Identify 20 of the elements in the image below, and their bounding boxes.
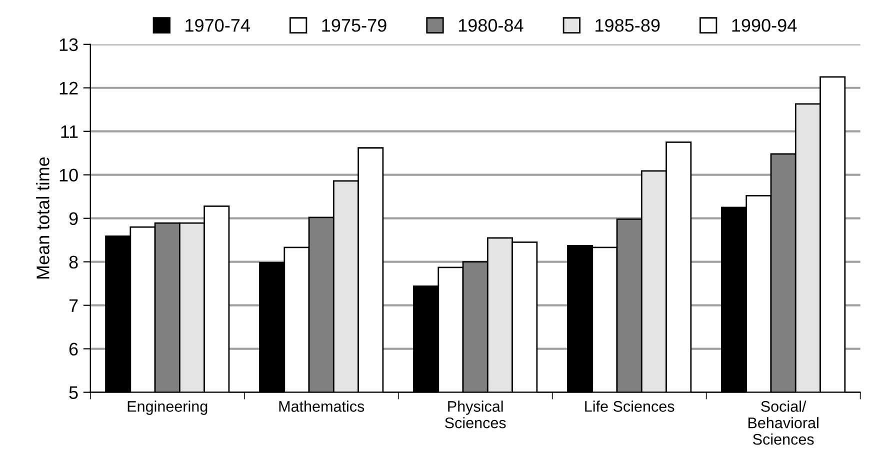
x-tick-label: Engineering xyxy=(128,400,208,415)
y-axis-title: Mean total time xyxy=(36,157,50,279)
y-tick-label: 8 xyxy=(69,256,78,269)
legend-label: 1990-94 xyxy=(732,18,797,32)
y-tick-label: 10 xyxy=(60,168,78,182)
legend-label: 1980-84 xyxy=(458,18,524,32)
y-tick-label: 12 xyxy=(60,82,78,94)
legend-label: 1985-89 xyxy=(596,18,660,32)
y-tick-label: 6 xyxy=(69,342,78,356)
legend-label: 1970-74 xyxy=(186,18,250,32)
x-tick-label: Life Sciences xyxy=(585,400,674,412)
y-tick-label: 11 xyxy=(61,125,78,138)
y-tick-label: 13 xyxy=(60,38,78,52)
x-tick-label: Social/ Behavioral Sciences xyxy=(748,400,818,445)
y-tick-label: 9 xyxy=(69,212,78,226)
x-tick-label: Mathematics xyxy=(279,400,364,412)
y-tick-label: 7 xyxy=(69,299,78,312)
y-tick-label: 5 xyxy=(69,386,78,399)
x-tick-label: Physical Sciences xyxy=(445,400,506,428)
legend-label: 1975-79 xyxy=(322,18,386,32)
